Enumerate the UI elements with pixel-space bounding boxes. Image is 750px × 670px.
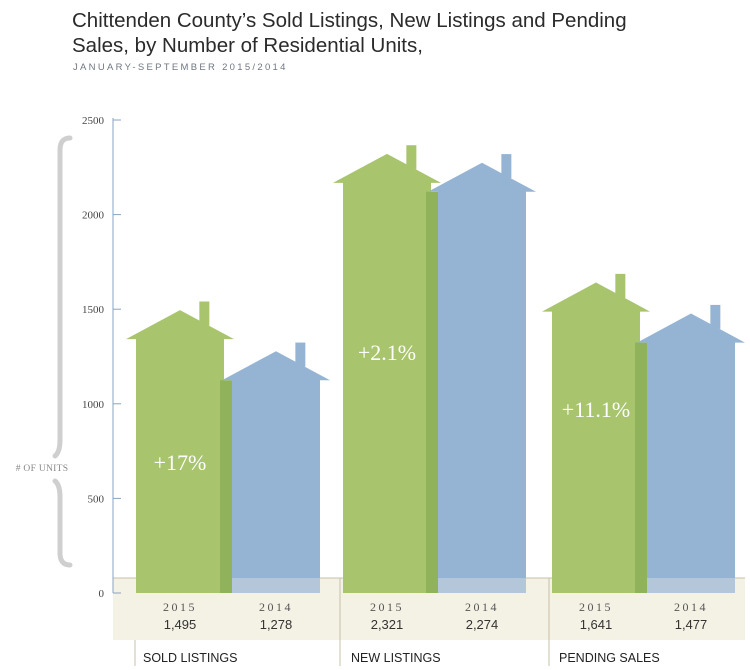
bar-2014-0	[222, 351, 330, 593]
overlap-shade	[426, 191, 438, 593]
labels: +17% 2015 1,495 2014 1,278 SOLD LISTINGS +2.1%…	[143, 340, 708, 665]
value-label: 1,495	[164, 617, 197, 632]
year-label: 2015	[370, 600, 404, 614]
value-label: 2,274	[466, 617, 499, 632]
bar-2014-base	[647, 578, 735, 593]
year-label: 2015	[579, 600, 613, 614]
bars	[126, 145, 745, 593]
overlap-shade	[635, 342, 647, 593]
year-label: 2014	[259, 600, 293, 614]
bar-2015-1-chimney	[406, 145, 417, 170]
chart-subtitle: JANUARY-SEPTEMBER 2015/2014	[73, 62, 288, 73]
overlap-shade	[220, 380, 232, 593]
bar-2014-1-chimney	[501, 154, 512, 179]
y-axis: 0 500 1000 1500 2000 2500	[82, 115, 121, 600]
change-label: +17%	[154, 450, 207, 475]
value-label: 1,477	[675, 617, 708, 632]
category-label: NEW LISTINGS	[351, 651, 441, 665]
bar-2015-1	[333, 153, 441, 593]
y-tick-label: 1000	[82, 399, 105, 411]
bar-2014-base	[232, 578, 320, 593]
y-tick-label: 2500	[82, 115, 105, 127]
y-tick-label: 2000	[82, 210, 105, 222]
bar-2015-2	[542, 282, 650, 593]
bar-2014-0-chimney	[295, 342, 306, 367]
change-label: +2.1%	[358, 340, 416, 365]
value-label: 2,321	[371, 617, 404, 632]
value-label: 1,278	[260, 617, 293, 632]
chart-title: Chittenden County’s Sold Listings, New L…	[72, 9, 627, 57]
category-label: SOLD LISTINGS	[143, 651, 237, 665]
year-label: 2015	[163, 600, 197, 614]
bar-2014-1	[428, 162, 536, 593]
value-label: 1,641	[580, 617, 613, 632]
y-tick-label: 500	[88, 493, 105, 505]
bar-2015-0-chimney	[199, 301, 210, 326]
bracket-upper	[52, 135, 73, 459]
bar-2014-base	[438, 578, 526, 593]
y-axis-label: # OF UNITS	[16, 464, 69, 474]
bar-2014-2	[637, 313, 745, 593]
change-label: +11.1%	[562, 397, 630, 422]
bar-2015-2-chimney	[615, 273, 626, 298]
year-label: 2014	[674, 600, 708, 614]
bracket-lower	[52, 478, 73, 568]
year-label: 2014	[465, 600, 499, 614]
bar-2014-2-chimney	[710, 304, 721, 329]
y-tick-label: 1500	[82, 304, 105, 316]
category-label: PENDING SALES	[559, 651, 660, 665]
units-bracket: # OF UNITS	[16, 135, 73, 568]
y-tick-label: 0	[99, 588, 105, 600]
bar-2015-0	[126, 310, 234, 593]
